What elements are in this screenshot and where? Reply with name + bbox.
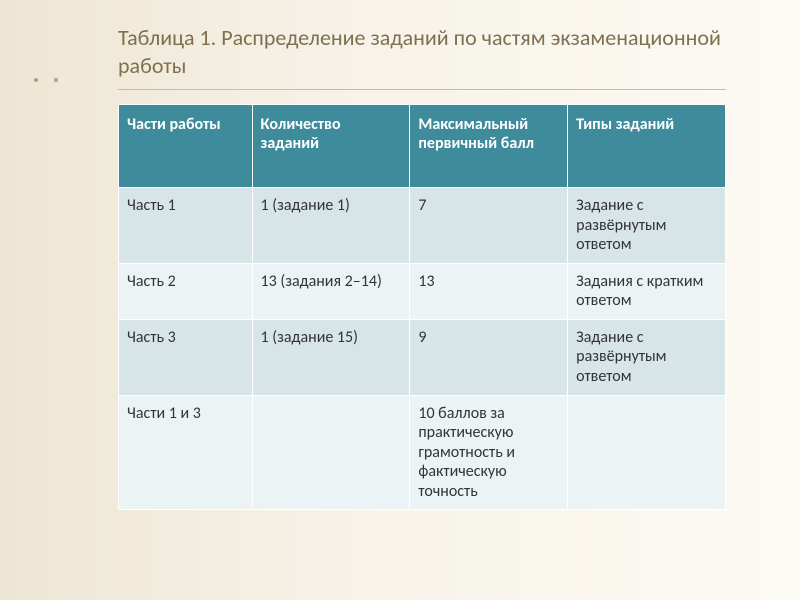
table-header-row: Части работы Количество заданий Максимал… [119,105,726,188]
col-header: Типы заданий [568,105,726,188]
col-header: Максимальный первичный балл [410,105,568,188]
col-header: Части работы [119,105,253,188]
table-row: Части 1 и 3 10 баллов за практическую гр… [119,395,726,510]
table-cell [252,395,410,510]
slide: Таблица 1. Распределение заданий по част… [0,0,800,600]
table-row: Часть 3 1 (задание 15) 9 Задание с развё… [119,319,726,395]
tasks-table: Части работы Количество заданий Максимал… [118,104,726,510]
table-cell: 7 [410,188,568,264]
table-cell: 13 (задания 2–14) [252,263,410,319]
table-cell: Задание с развёрнутым ответом [568,188,726,264]
table-cell: Задания с кратким ответом [568,263,726,319]
table-cell: 9 [410,319,568,395]
table-cell: 1 (задание 15) [252,319,410,395]
table-cell: 13 [410,263,568,319]
table-cell: Части 1 и 3 [119,395,253,510]
table-cell: Часть 2 [119,263,253,319]
col-header: Количество заданий [252,105,410,188]
table-cell: Задание с развёрнутым ответом [568,319,726,395]
table-cell [568,395,726,510]
table-cell: 1 (задание 1) [252,188,410,264]
table-cell: Часть 1 [119,188,253,264]
table-row: Часть 1 1 (задание 1) 7 Задание с развёр… [119,188,726,264]
slide-title: Таблица 1. Распределение заданий по част… [118,24,726,90]
table-row: Часть 2 13 (задания 2–14) 13 Задания с к… [119,263,726,319]
table-cell: 10 баллов за практическую грамотность и … [410,395,568,510]
table-cell: Часть 3 [119,319,253,395]
decorative-dots [34,78,58,82]
